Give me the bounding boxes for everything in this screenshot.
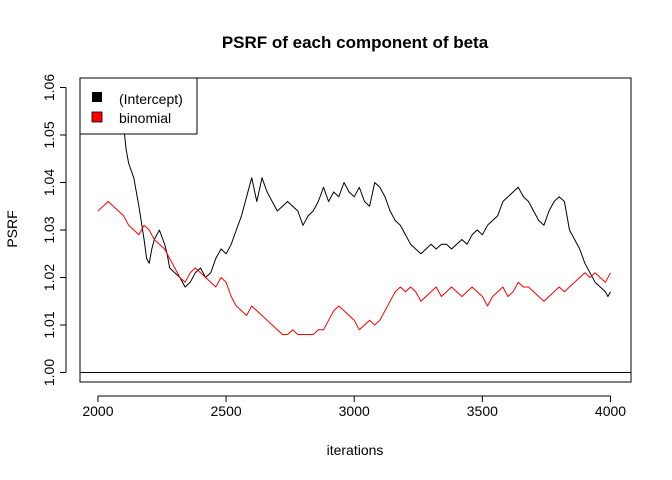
chart-title: PSRF of each component of beta — [222, 33, 489, 52]
legend-box — [79, 77, 198, 135]
legend-label-binomial: binomial — [119, 110, 171, 126]
y-tick-label: 1.00 — [41, 359, 57, 386]
y-tick-label: 1.04 — [41, 169, 57, 196]
y-tick-label: 1.02 — [41, 264, 57, 291]
legend-swatch-intercept — [92, 92, 102, 102]
legend-swatch-binomial — [91, 111, 103, 123]
x-tick-label: 3500 — [467, 403, 498, 419]
y-tick-label: 1.05 — [41, 121, 57, 148]
series-line-binomial — [97, 201, 611, 335]
x-tick-label: 4000 — [595, 403, 626, 419]
plot-frame — [79, 77, 632, 383]
x-tick-label: 2500 — [211, 403, 242, 419]
y-tick-label: 1.01 — [41, 311, 57, 338]
x-tick-label: 2000 — [82, 403, 113, 419]
x-axis-label: iterations — [327, 442, 384, 458]
y-tick-label: 1.06 — [41, 74, 57, 101]
y-axis-label: PSRF — [4, 210, 20, 247]
legend-label-intercept: (Intercept) — [119, 91, 183, 107]
legend: (Intercept) binomial — [79, 77, 198, 135]
x-tick-label: 3000 — [339, 403, 370, 419]
y-tick-label: 1.03 — [41, 216, 57, 243]
